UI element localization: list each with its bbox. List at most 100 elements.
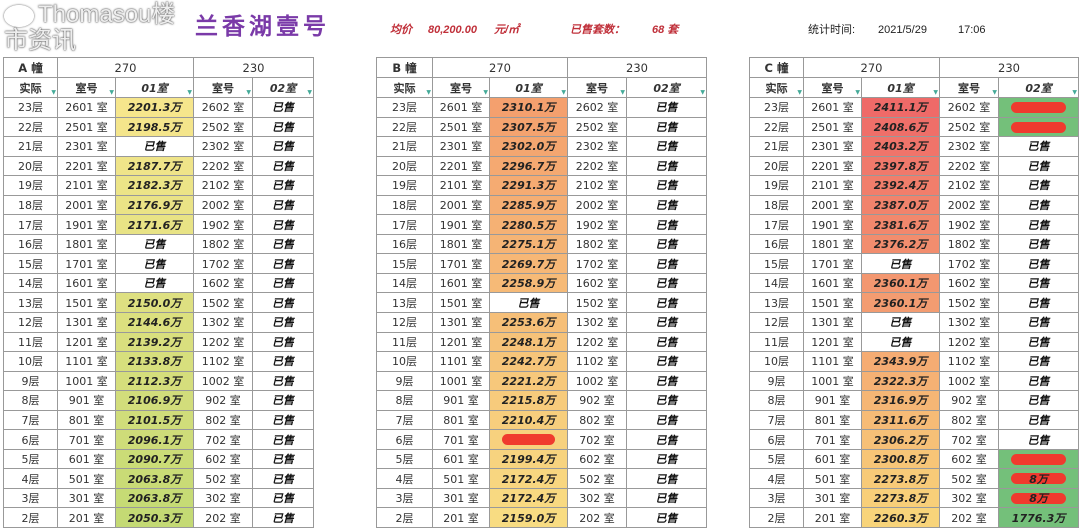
filter-dropdown-icon[interactable]: ▼	[561, 89, 567, 96]
room-number: 1901 室	[57, 214, 116, 235]
room-number: 2101 室	[57, 175, 116, 196]
unit-price: 2176.9万	[114, 194, 195, 216]
column-header[interactable]: 室号 ▼	[57, 77, 116, 98]
floor: 8层	[749, 390, 804, 411]
room-number: 2602 室	[193, 97, 254, 118]
room-number: 1602 室	[193, 272, 254, 294]
unit-price: 2133.8万	[114, 351, 195, 372]
floor: 11层	[749, 331, 804, 353]
column-header[interactable]: 01室 ▼	[860, 77, 941, 98]
filter-dropdown-icon[interactable]: ▼	[855, 89, 860, 96]
column-header[interactable]: 室号 ▼	[193, 77, 254, 98]
column-header[interactable]: 01室 ▼	[488, 77, 569, 98]
filter-dropdown-icon[interactable]: ▼	[187, 89, 193, 96]
column-header[interactable]: 室号 ▼	[567, 77, 628, 98]
area-01: 270	[431, 57, 569, 78]
unit-price: 2408.6万	[860, 116, 941, 138]
unit-price: 2096.1万	[114, 429, 195, 450]
table-row: 12层 1301 室 2144.6万 1302 室已售	[3, 312, 315, 333]
filter-dropdown-icon[interactable]: ▼	[51, 89, 56, 96]
filter-dropdown-icon[interactable]: ▼	[483, 89, 488, 96]
column-header[interactable]: 室号 ▼	[939, 77, 1000, 98]
column-header[interactable]: 01室 ▼	[114, 77, 195, 98]
filter-dropdown-icon[interactable]: ▼	[246, 89, 252, 96]
room-number: 901 室	[57, 390, 116, 411]
column-header-label: 02室	[269, 81, 297, 95]
unit-price: 2322.3万	[860, 370, 941, 392]
room-number: 2001 室	[803, 194, 862, 216]
unit-status-sold: 已售	[252, 331, 315, 353]
filter-dropdown-icon[interactable]: ▼	[933, 89, 939, 96]
column-header[interactable]: 实际 ▼	[3, 77, 58, 98]
column-header[interactable]: 02室 ▼	[626, 77, 708, 98]
column-header[interactable]: 02室 ▼	[998, 77, 1080, 98]
table-row: 20层 2201 室 2187.7万 2202 室已售	[3, 155, 315, 177]
room-number: 2502 室	[193, 116, 254, 138]
room-number: 302 室	[193, 487, 254, 509]
unit-price: 2360.1万	[860, 272, 941, 294]
unit-price-redacted	[998, 97, 1080, 118]
unit-status-sold: 已售	[252, 175, 315, 196]
table-row: 22层 2501 室 2408.6万 2502 室	[749, 116, 1080, 138]
filter-dropdown-icon[interactable]: ▼	[307, 89, 313, 96]
table-row: 23层 2601 室 2201.3万 2602 室已售	[3, 97, 315, 118]
floor: 14层	[3, 272, 58, 294]
room-number: 2502 室	[567, 116, 628, 138]
room-number: 501 室	[432, 468, 490, 489]
table-row: 9层 1001 室 2322.3万 1002 室已售	[749, 370, 1080, 392]
room-number: 601 室	[803, 448, 862, 470]
room-number: 301 室	[803, 487, 862, 509]
floor: 21层	[3, 136, 58, 157]
table-row: 5层 601 室 2199.4万 602 室已售	[376, 448, 708, 470]
filter-dropdown-icon[interactable]: ▼	[700, 89, 706, 96]
column-header[interactable]: 实际 ▼	[376, 77, 433, 98]
column-header[interactable]: 实际 ▼	[749, 77, 804, 98]
unit-status-sold: 已售	[626, 136, 708, 157]
column-header[interactable]: 02室 ▼	[252, 77, 315, 98]
column-header[interactable]: 室号 ▼	[803, 77, 862, 98]
filter-dropdown-icon[interactable]: ▼	[992, 89, 998, 96]
room-number: 202 室	[193, 507, 254, 528]
filter-dropdown-icon[interactable]: ▼	[1072, 89, 1078, 96]
unit-status-sold: 已售	[252, 429, 315, 450]
room-number: 702 室	[939, 429, 1000, 450]
room-number: 2502 室	[939, 116, 1000, 138]
room-number: 801 室	[803, 409, 862, 431]
room-number: 2301 室	[432, 136, 490, 157]
building-a-table: A 幢 270 230 实际 ▼ 室号 ▼ 01室 ▼ 室号 ▼ 02室 ▼ 23层 2601 室 2201.…	[3, 57, 315, 528]
column-header[interactable]: 室号 ▼	[432, 77, 490, 98]
table-row: 7层 801 室 2210.4万 802 室已售	[376, 409, 708, 431]
unit-price: 2360.1万	[860, 292, 941, 314]
stat-date: 2021/5/29	[878, 24, 927, 36]
room-number: 1302 室	[567, 312, 628, 333]
room-number: 202 室	[567, 507, 628, 528]
table-row: 14层 1601 室 2258.9万 1602 室已售	[376, 272, 708, 294]
floor: 23层	[3, 97, 58, 118]
table-row: 13层 1501 室 2150.0万 1502 室已售	[3, 292, 315, 314]
table-row: 8层 901 室 2106.9万 902 室已售	[3, 390, 315, 411]
sold-count-label: 已售套数：	[570, 24, 625, 36]
filter-dropdown-icon[interactable]: ▼	[426, 89, 431, 96]
filter-dropdown-icon[interactable]: ▼	[797, 89, 802, 96]
room-number: 2601 室	[803, 97, 862, 118]
room-number: 1701 室	[432, 253, 490, 274]
table-row: 11层 1201 室 2248.1万 1202 室已售	[376, 331, 708, 353]
unit-price-redacted	[998, 116, 1080, 138]
floor: 21层	[749, 136, 804, 157]
room-number: 1701 室	[803, 253, 862, 274]
floor: 5层	[3, 448, 58, 470]
filter-dropdown-icon[interactable]: ▼	[109, 89, 114, 96]
column-header-label: 室号	[958, 81, 981, 95]
unit-status-sold: 已售	[252, 272, 315, 294]
unit-status-sold: 已售	[252, 253, 315, 274]
building-label: B 幢	[376, 57, 433, 78]
unit-price: 2221.2万	[488, 370, 569, 392]
unit-price: 2291.3万	[488, 175, 569, 196]
unit-price: 2253.6万	[488, 312, 569, 333]
filter-dropdown-icon[interactable]: ▼	[620, 89, 626, 96]
floor: 16层	[3, 233, 58, 255]
room-number: 1201 室	[57, 331, 116, 353]
table-row: 20层 2201 室 2296.7万 2202 室已售	[376, 155, 708, 177]
room-number: 602 室	[193, 448, 254, 470]
unit-price: 2150.0万	[114, 292, 195, 314]
